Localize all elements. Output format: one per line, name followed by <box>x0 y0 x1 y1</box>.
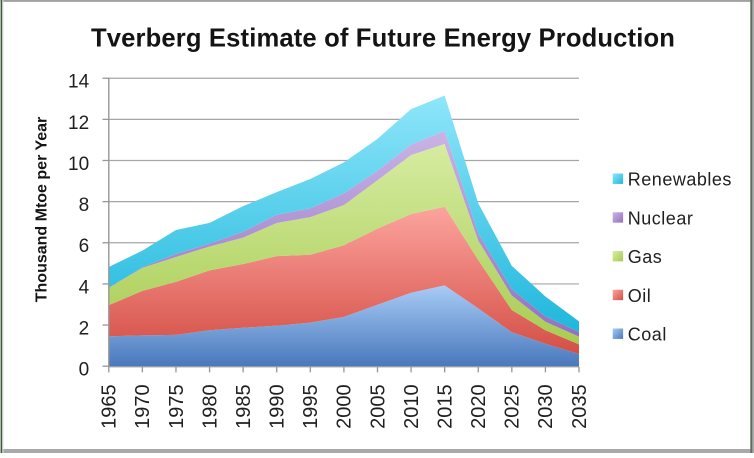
svg-text:2035: 2035 <box>569 384 591 429</box>
svg-text:2005: 2005 <box>367 384 389 429</box>
svg-text:2030: 2030 <box>535 384 557 429</box>
svg-text:1975: 1975 <box>166 384 188 429</box>
svg-text:10: 10 <box>68 154 89 175</box>
svg-text:2000: 2000 <box>334 384 356 429</box>
svg-text:1995: 1995 <box>300 384 322 429</box>
svg-text:Renewables: Renewables <box>628 170 732 190</box>
svg-text:2025: 2025 <box>502 384 524 429</box>
svg-text:1990: 1990 <box>267 384 289 429</box>
svg-text:2015: 2015 <box>434 384 456 429</box>
svg-text:12: 12 <box>68 113 89 134</box>
svg-text:Coal: Coal <box>628 325 667 345</box>
svg-text:14: 14 <box>68 72 90 93</box>
svg-text:Thousand Mtoe per Year: Thousand Mtoe per Year <box>33 117 50 303</box>
svg-text:Gas: Gas <box>628 247 663 267</box>
svg-text:6: 6 <box>79 236 90 257</box>
svg-text:1965: 1965 <box>99 384 121 429</box>
svg-text:Nuclear: Nuclear <box>628 208 694 228</box>
svg-text:0: 0 <box>79 360 90 381</box>
svg-text:Tverberg Estimate of Future En: Tverberg Estimate of Future Energy Produ… <box>91 24 675 52</box>
svg-text:2010: 2010 <box>401 384 423 429</box>
svg-text:2: 2 <box>79 318 90 339</box>
svg-text:8: 8 <box>79 195 90 216</box>
svg-text:4: 4 <box>79 277 90 298</box>
svg-text:1970: 1970 <box>132 384 154 429</box>
svg-text:2020: 2020 <box>468 384 490 429</box>
svg-text:1980: 1980 <box>199 384 221 429</box>
svg-text:1985: 1985 <box>233 384 255 429</box>
svg-text:Oil: Oil <box>628 286 652 306</box>
